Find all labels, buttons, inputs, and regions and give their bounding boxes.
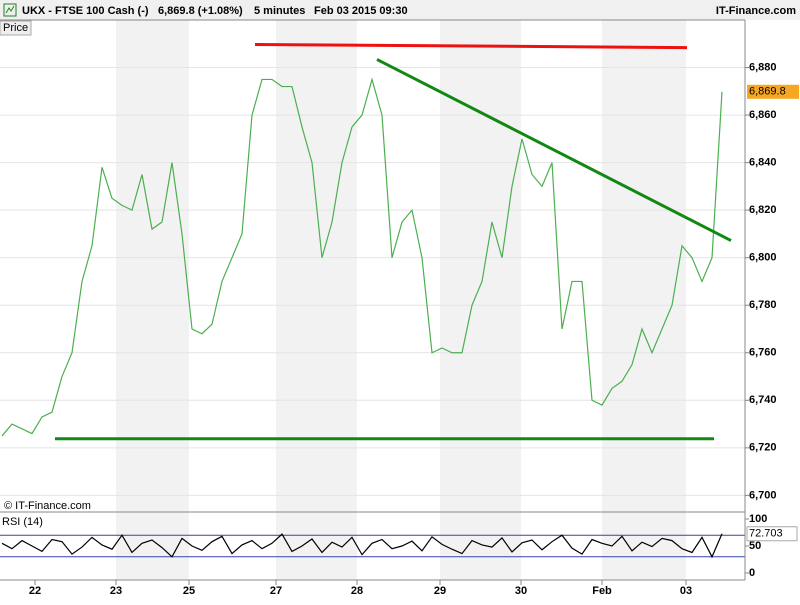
- header-bar: [0, 0, 800, 20]
- trend-line: [254, 42, 688, 50]
- trend-line: [376, 58, 732, 242]
- day-band: [440, 20, 521, 580]
- x-tick-label: Feb: [592, 585, 612, 597]
- y-tick-label: 6,780: [749, 299, 777, 311]
- y-tick-label: 6,740: [749, 394, 777, 406]
- price-line: [1, 77, 723, 437]
- current-value-box: [746, 526, 798, 542]
- x-tick-label: 30: [515, 585, 527, 597]
- panel-label-box: [0, 20, 32, 36]
- y-tick-label: 6,800: [749, 252, 777, 264]
- current-price-box: [747, 84, 799, 99]
- day-band: [276, 20, 357, 580]
- brand: IT-Finance.com: [716, 5, 796, 17]
- quote: 6,869.8 (+1.08%): [158, 5, 243, 17]
- x-tick-label: 25: [183, 585, 195, 597]
- y-tick-label: 6,820: [749, 204, 777, 216]
- current-price-label: 6,869.8: [749, 86, 786, 98]
- y-tick-label: 6,760: [749, 347, 777, 359]
- interval: 5 minutes: [254, 5, 305, 17]
- symbol: UKX - FTSE 100 Cash (-): [22, 5, 149, 17]
- panel-title: Price: [3, 22, 28, 34]
- datetime: Feb 03 2015 09:30: [314, 5, 408, 17]
- y-tick-label: 6,720: [749, 442, 777, 454]
- x-tick-label: 03: [680, 585, 692, 597]
- x-tick-label: 29: [434, 585, 446, 597]
- price-line: [1, 533, 723, 559]
- y-tick-label: 6,860: [749, 109, 777, 121]
- y-tick-label: 6,880: [749, 61, 777, 73]
- x-tick-label: 23: [110, 585, 122, 597]
- day-band: [116, 20, 189, 580]
- watermark: © IT-Finance.com: [4, 500, 91, 512]
- y-tick-label: 100: [749, 513, 767, 525]
- current-value-label: 72.703: [749, 528, 783, 540]
- day-band: [602, 20, 686, 580]
- x-tick-label: 22: [29, 585, 41, 597]
- x-tick-label: 27: [270, 585, 282, 597]
- y-tick-label: 50: [749, 540, 761, 552]
- y-tick-label: 0: [749, 567, 755, 579]
- panel-title: RSI (14): [2, 516, 43, 528]
- y-tick-label: 6,700: [749, 489, 777, 501]
- app-icon-line: [5, 5, 15, 14]
- x-tick-label: 28: [351, 585, 363, 597]
- y-tick-label: 6,840: [749, 157, 777, 169]
